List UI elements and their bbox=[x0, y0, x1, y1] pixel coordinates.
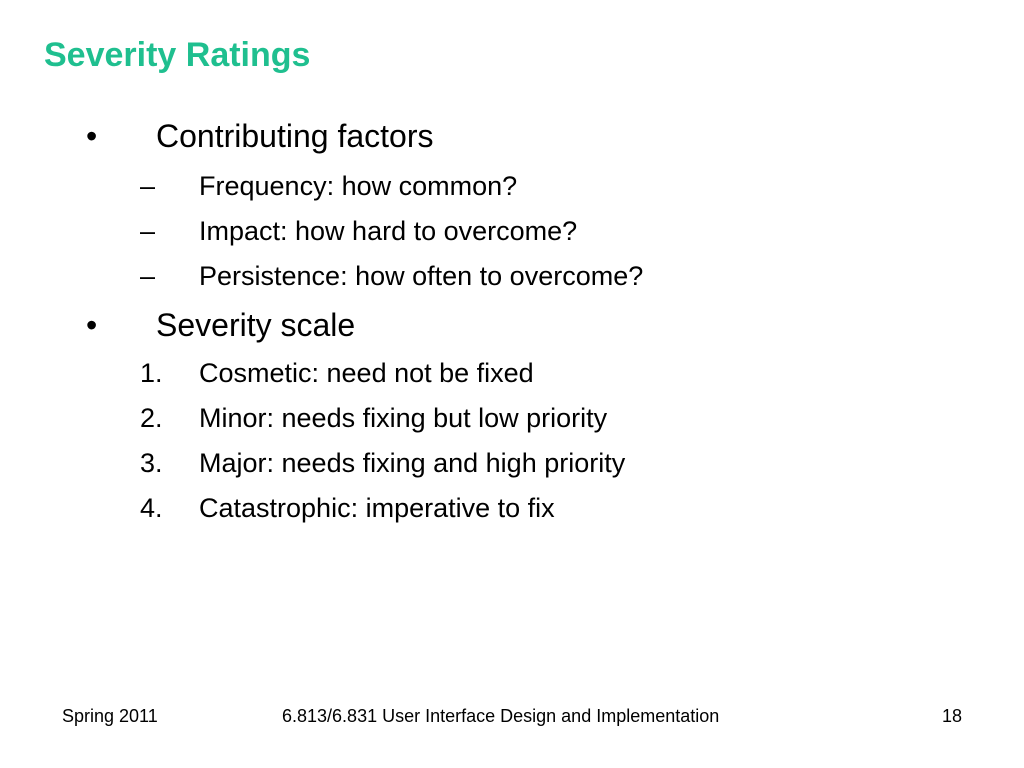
bullet-label: Contributing factors bbox=[156, 118, 434, 154]
scale-item-text: Minor: needs fixing but low priority bbox=[199, 403, 608, 433]
scale-item-text: Cosmetic: need not be fixed bbox=[199, 358, 534, 388]
sub-item-text: Persistence: how often to overcome? bbox=[199, 261, 644, 291]
sub-item-text: Frequency: how common? bbox=[199, 171, 518, 201]
footer-page-number: 18 bbox=[942, 706, 963, 726]
footer-course-title: 6.813/6.831 User Interface Design and Im… bbox=[282, 706, 720, 726]
scale-item-number: 1. bbox=[140, 358, 163, 388]
scale-item-number: 3. bbox=[140, 448, 163, 478]
slide-content: • Contributing factors – Frequency: how … bbox=[86, 118, 644, 523]
bullet-marker: • bbox=[86, 118, 98, 154]
footer-date: Spring 2011 bbox=[62, 706, 158, 726]
slide-title: Severity Ratings bbox=[44, 36, 311, 74]
bullet-label: Severity scale bbox=[156, 307, 356, 343]
sub-item-text: Impact: how hard to overcome? bbox=[199, 216, 578, 246]
scale-item-number: 2. bbox=[140, 403, 163, 433]
sub-item-marker: – bbox=[140, 216, 156, 246]
scale-item-text: Major: needs fixing and high priority bbox=[199, 448, 626, 478]
bullet-marker: • bbox=[86, 307, 98, 343]
scale-item-text: Catastrophic: imperative to fix bbox=[199, 493, 555, 523]
scale-item-number: 4. bbox=[140, 493, 163, 523]
sub-item-marker: – bbox=[140, 261, 156, 291]
sub-item-marker: – bbox=[140, 171, 156, 201]
